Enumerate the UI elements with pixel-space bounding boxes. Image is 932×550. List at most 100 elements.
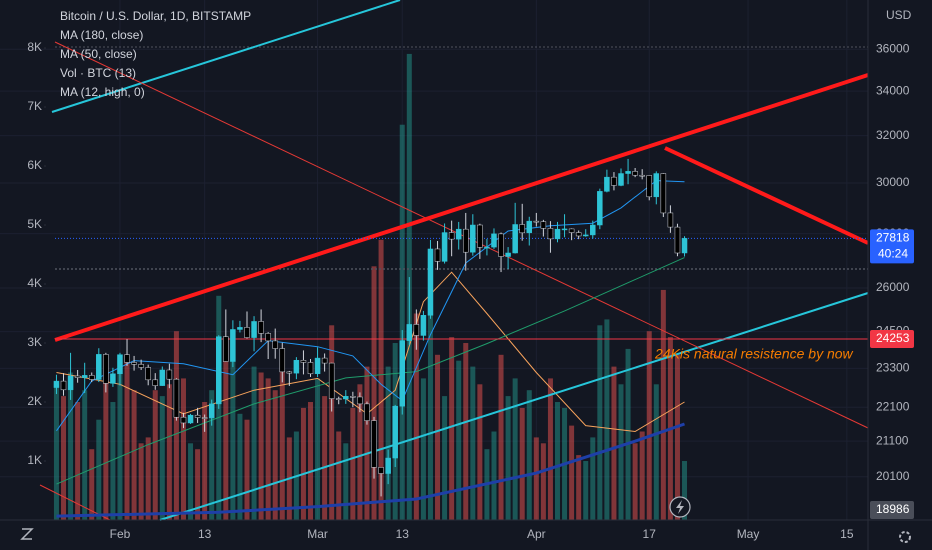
candle-body <box>96 354 102 380</box>
candle-body <box>138 364 144 368</box>
volume-bar <box>364 366 370 520</box>
volume-bar <box>470 366 476 520</box>
x-tick-label: 15 <box>840 527 854 541</box>
candle-body <box>667 212 674 228</box>
candle-body <box>519 224 525 234</box>
volume-bar <box>554 402 560 520</box>
volume-bar <box>82 390 88 520</box>
y-tick-label: 32000 <box>876 128 910 142</box>
volume-bar <box>223 337 229 520</box>
candle-body <box>448 232 455 240</box>
volume-bar <box>442 396 448 520</box>
candle-body <box>568 228 575 233</box>
volume-bar <box>188 443 194 520</box>
price-label-box <box>870 329 914 348</box>
trend-line <box>51 0 401 113</box>
candle-body <box>597 191 603 226</box>
candle-body <box>575 232 582 237</box>
axis-layer: Feb 13 Mar 13 Apr 17 May 15 20100 21100 22100 23300… <box>27 40 914 541</box>
volume-bar <box>590 437 596 520</box>
countdown-label: 40:24 <box>878 247 908 261</box>
trend-line <box>664 146 869 245</box>
volume-bar <box>202 402 208 520</box>
volume-bar <box>230 348 236 520</box>
volume-bar <box>463 343 469 520</box>
candle-body <box>491 233 497 248</box>
volume-bar <box>209 390 215 520</box>
y-tick-label: 36000 <box>876 41 910 55</box>
volume-bar <box>505 396 511 520</box>
candle-body <box>625 171 631 174</box>
candle-body <box>674 226 681 254</box>
candle-body <box>498 233 504 257</box>
volume-bar <box>336 431 342 520</box>
volume-bar <box>413 313 419 520</box>
candle-body <box>265 333 271 342</box>
candle-body <box>194 414 201 418</box>
candle-body <box>81 375 88 378</box>
candle-body <box>223 336 229 362</box>
candle-body <box>244 327 250 338</box>
settings-icon[interactable] <box>899 531 911 543</box>
candle-body <box>180 416 187 424</box>
drawings <box>39 0 869 521</box>
annotation: 24Kis natural resistence by now <box>654 346 854 362</box>
volume-bar <box>618 384 624 520</box>
y-tick-label: 21100 <box>876 433 909 447</box>
candle-body <box>328 362 335 399</box>
y-tick-label: 26000 <box>876 280 910 294</box>
candle-body <box>590 224 596 236</box>
volume-bar <box>371 266 377 520</box>
candle-body <box>533 220 540 223</box>
candle-body <box>681 238 688 254</box>
volume-bar <box>625 348 631 520</box>
y2-tick-label: 8K <box>27 40 42 54</box>
volume-bar <box>272 390 278 520</box>
volume-bar <box>540 443 546 520</box>
candle-body <box>427 248 434 316</box>
candle-body <box>350 396 356 398</box>
volume-bar <box>435 354 441 520</box>
volume-bar <box>343 443 349 520</box>
candle-body <box>237 327 243 330</box>
x-tick-label: 13 <box>396 527 410 541</box>
volume-bar <box>477 384 483 520</box>
icon-bolt[interactable] <box>676 500 684 514</box>
candle-body <box>484 246 490 249</box>
candle-body <box>463 228 469 253</box>
volume-bar <box>597 325 603 520</box>
volume-bar <box>315 378 321 520</box>
candle-body <box>554 228 561 240</box>
price-label: 24253 <box>876 331 910 345</box>
zoom-icon[interactable] <box>20 528 34 540</box>
candle-body <box>251 321 257 338</box>
volume-bar <box>427 260 433 520</box>
candle-body <box>470 224 476 253</box>
candle-body <box>505 252 511 257</box>
candle-body <box>364 403 370 421</box>
candle-body <box>540 221 547 229</box>
volume-bar <box>75 402 81 520</box>
volume-bar <box>646 331 652 520</box>
candle-body <box>216 336 222 405</box>
volume-bar <box>159 396 165 520</box>
y-tick-label: 34000 <box>876 83 910 97</box>
x-tick-label: 13 <box>198 527 212 541</box>
volume-bar <box>456 360 462 520</box>
volume-bar <box>145 437 151 520</box>
volume-bar <box>682 461 688 520</box>
candle-body <box>117 354 123 375</box>
volume-bar <box>110 402 116 520</box>
candle-body <box>441 232 448 262</box>
replay-icon[interactable] <box>669 496 691 518</box>
volume-ma-line <box>56 271 685 433</box>
y-tick-label: 20100 <box>876 469 910 483</box>
candle-body <box>208 403 215 419</box>
candle-body <box>455 228 462 240</box>
y2-tick-label: 5K <box>27 217 42 231</box>
volume-bar <box>674 354 680 520</box>
volume-bar <box>399 124 405 521</box>
volume-bar <box>53 384 59 520</box>
candle-body <box>124 354 130 363</box>
candle-body <box>110 373 116 384</box>
